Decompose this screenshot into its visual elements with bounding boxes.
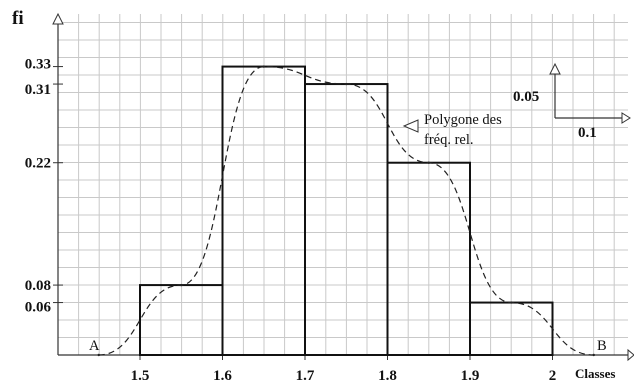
scale-legend-x-step: 0.1	[578, 125, 597, 141]
x-tick-label: 1.8	[378, 368, 397, 384]
polygon-point	[97, 353, 100, 357]
frequency-polygon	[97, 65, 595, 357]
y-tick-label: 0.06	[25, 300, 52, 316]
polygon-label-line2: fréq. rel.	[424, 132, 474, 148]
x-tick-label: 1.9	[461, 368, 480, 384]
scale-legend-right-arrow-icon	[621, 112, 631, 124]
scale-legend-up-arrow-icon	[549, 62, 561, 75]
polygon-point	[180, 283, 183, 287]
x-tick-label: 2	[549, 368, 557, 384]
x-axis-title: Classes	[575, 366, 615, 381]
y-tick-label: 0.22	[25, 156, 51, 172]
x-axis-arrow-icon	[627, 348, 634, 362]
polygon-point	[262, 65, 265, 68]
point-a-label: A	[89, 338, 100, 354]
scale-legend: 0.05 0.1	[513, 62, 631, 141]
y-tick-label: 0.31	[25, 82, 51, 98]
x-tick-label: 1.6	[213, 368, 232, 384]
polygon-point	[592, 353, 595, 357]
polygon-pointer-arrow-icon	[402, 119, 419, 133]
polygon-label-line1: Polygone des	[424, 112, 502, 128]
y-tick-label: 0.08	[25, 278, 51, 294]
polygon-point	[345, 82, 348, 86]
polygon-point	[510, 301, 513, 304]
y-axis-title: fi	[12, 8, 24, 29]
y-axis-arrow-icon	[52, 12, 64, 25]
x-tick-label: 1.5	[131, 368, 150, 384]
x-tick-label: 1.7	[296, 368, 315, 384]
scale-legend-y-step: 0.05	[513, 89, 539, 105]
point-b-label: B	[597, 338, 607, 354]
y-tick-label: 0.33	[25, 57, 51, 73]
axes: fi Classes	[12, 8, 634, 381]
tick-labels: 1.5 1.6 1.7 1.8 1.9 2 0.06 0.08 0.22 0.31 0.33	[25, 57, 557, 384]
annotations: A B Polygone des fréq. rel.	[89, 112, 607, 354]
grid	[57, 14, 628, 355]
polygon-point	[427, 161, 430, 164]
